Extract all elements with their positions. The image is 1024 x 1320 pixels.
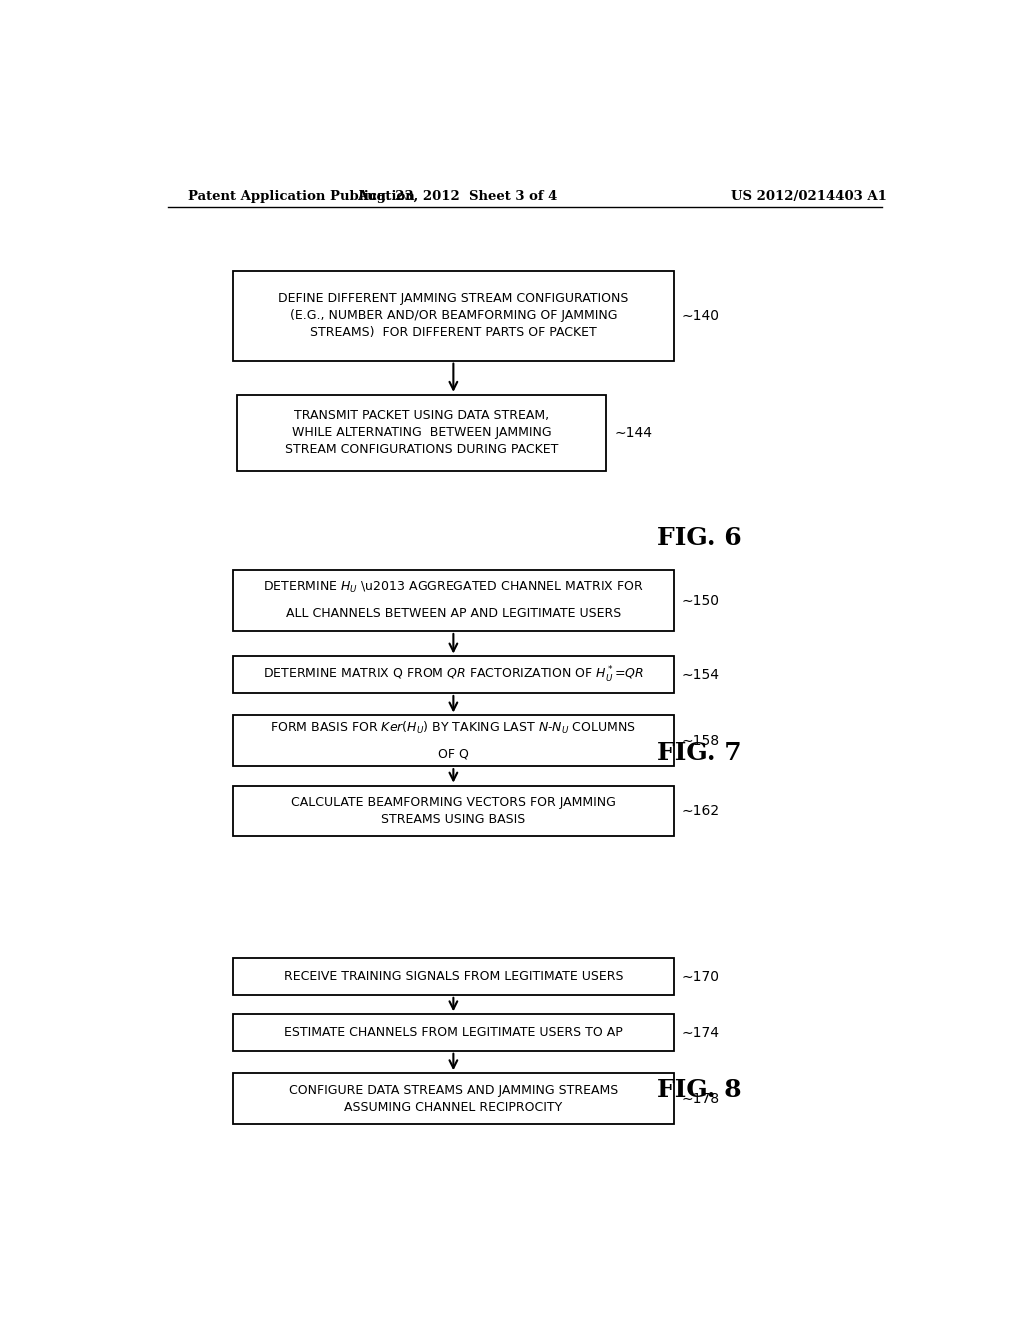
Bar [233, 1073, 674, 1125]
Text: ESTIMATE CHANNELS FROM LEGITIMATE USERS TO AP: ESTIMATE CHANNELS FROM LEGITIMATE USERS … [284, 1026, 623, 1039]
Bar [233, 715, 674, 766]
Text: CONFIGURE DATA STREAMS AND JAMMING STREAMS
ASSUMING CHANNEL RECIPROCITY: CONFIGURE DATA STREAMS AND JAMMING STREA… [289, 1084, 618, 1114]
Text: DETERMINE MATRIX Q FROM $QR$ FACTORIZATION OF $H_U^*$=$QR$: DETERMINE MATRIX Q FROM $QR$ FACTORIZATI… [263, 665, 644, 685]
Bar [233, 570, 674, 631]
Text: FIG. 8: FIG. 8 [657, 1078, 741, 1102]
Text: DEFINE DIFFERENT JAMMING STREAM CONFIGURATIONS
(E.G., NUMBER AND/OR BEAMFORMING : DEFINE DIFFERENT JAMMING STREAM CONFIGUR… [279, 293, 629, 339]
Text: FIG. 7: FIG. 7 [657, 741, 741, 766]
Text: OF Q: OF Q [438, 747, 469, 760]
Bar [233, 271, 674, 360]
Text: ∼162: ∼162 [682, 804, 720, 818]
Text: Patent Application Publication: Patent Application Publication [187, 190, 415, 202]
Text: ∼150: ∼150 [682, 594, 720, 607]
Text: ∼170: ∼170 [682, 970, 720, 983]
Text: ∼174: ∼174 [682, 1026, 720, 1040]
Bar [233, 785, 674, 837]
Bar [238, 395, 606, 471]
Bar [233, 1014, 674, 1051]
Text: ∼178: ∼178 [682, 1092, 720, 1106]
Text: ∼140: ∼140 [682, 309, 720, 323]
Text: ∼154: ∼154 [682, 668, 720, 681]
Text: RECEIVE TRAINING SIGNALS FROM LEGITIMATE USERS: RECEIVE TRAINING SIGNALS FROM LEGITIMATE… [284, 970, 624, 983]
Text: TRANSMIT PACKET USING DATA STREAM,
WHILE ALTERNATING  BETWEEN JAMMING
STREAM CON: TRANSMIT PACKET USING DATA STREAM, WHILE… [285, 409, 558, 457]
Bar [233, 958, 674, 995]
Text: DETERMINE $H_U$ \u2013 AGGREGATED CHANNEL MATRIX FOR: DETERMINE $H_U$ \u2013 AGGREGATED CHANNE… [263, 579, 644, 595]
Bar [233, 656, 674, 693]
Text: ∼158: ∼158 [682, 734, 720, 748]
Text: US 2012/0214403 A1: US 2012/0214403 A1 [731, 190, 887, 202]
Text: CALCULATE BEAMFORMING VECTORS FOR JAMMING
STREAMS USING BASIS: CALCULATE BEAMFORMING VECTORS FOR JAMMIN… [291, 796, 615, 826]
Text: Aug. 23, 2012  Sheet 3 of 4: Aug. 23, 2012 Sheet 3 of 4 [357, 190, 557, 202]
Text: FIG. 6: FIG. 6 [657, 525, 741, 549]
Text: ALL CHANNELS BETWEEN AP AND LEGITIMATE USERS: ALL CHANNELS BETWEEN AP AND LEGITIMATE U… [286, 607, 621, 620]
Text: FORM BASIS FOR $Ker$($H_U$) BY TAKING LAST $N$-$N_U$ COLUMNS: FORM BASIS FOR $Ker$($H_U$) BY TAKING LA… [270, 719, 636, 735]
Text: ∼144: ∼144 [614, 426, 652, 440]
